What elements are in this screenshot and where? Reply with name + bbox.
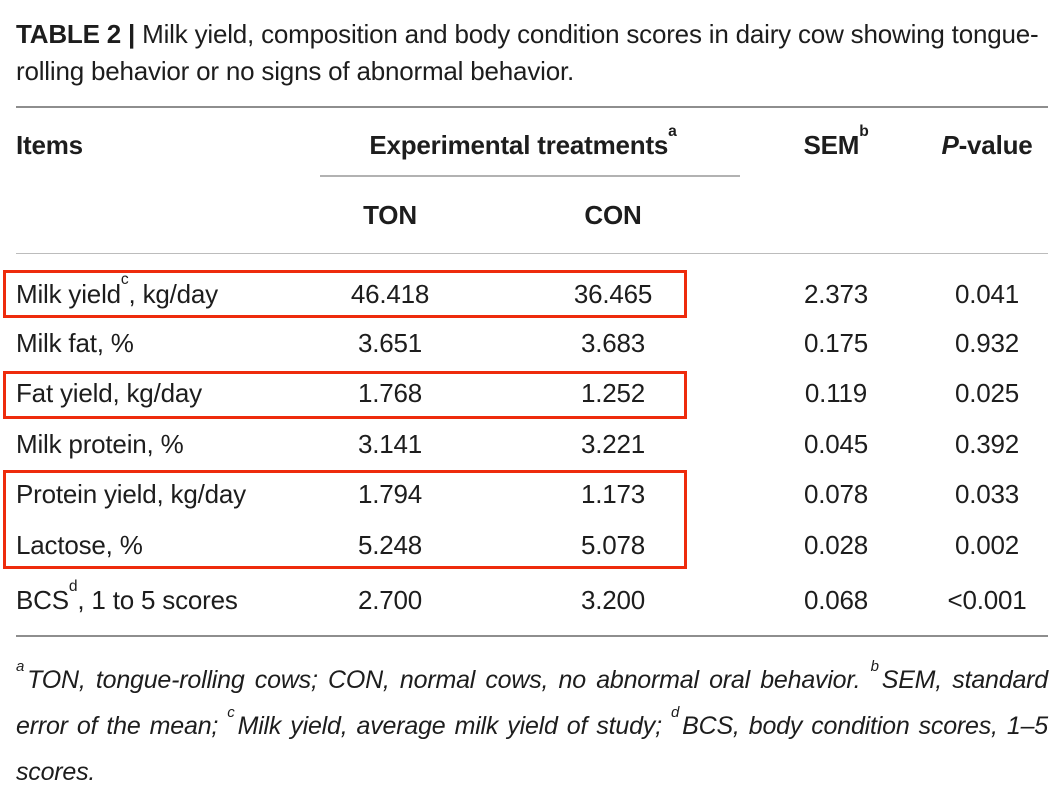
cell-sem: 0.028 (803, 529, 869, 560)
column-header-pvalue: P-value (941, 130, 1033, 160)
footnote-superscript-b: b (870, 657, 879, 675)
footnote-superscript-a: a (16, 657, 25, 675)
row-label: Protein yield, kg/day (16, 479, 246, 510)
table-row: Milk protein, % 3.141 3.221 0.045 0.392 (16, 419, 1048, 470)
cell-sem: 0.078 (803, 479, 869, 510)
row-label: Milk yieldc, kg/day (16, 271, 218, 309)
row-label: BCSd, 1 to 5 scores (16, 577, 238, 615)
cell-ton: 5.248 (357, 529, 423, 560)
footnote-text-a: TON, tongue-rolling cows; CON, normal co… (27, 665, 871, 694)
cell-con: 1.173 (580, 479, 646, 510)
cell-sem: 0.119 (804, 378, 868, 409)
cell-con: 5.078 (580, 529, 646, 560)
cell-ton: 46.418 (350, 278, 430, 309)
cell-ton: 3.651 (357, 327, 423, 358)
cell-sem: 0.045 (803, 428, 869, 459)
subheader-con: CON (584, 200, 642, 230)
table-row: Milk fat, % 3.651 3.683 0.175 0.932 (16, 318, 1048, 369)
cell-con: 3.683 (580, 327, 646, 358)
footnote-superscript-c: c (227, 703, 235, 721)
footnote: a TON, tongue-rolling cows; CON, normal c… (16, 657, 1048, 795)
cell-con: 3.221 (580, 428, 646, 459)
sem-superscript: b (859, 122, 869, 140)
footnote-text-d: BCS, body condition scores, 1–5 scores. (16, 711, 1049, 786)
header-row-main: Items Experimental treatmentsa SEMb P-va… (16, 108, 1048, 177)
cell-ton: 1.794 (357, 479, 423, 510)
column-header-sem: SEMb (803, 122, 869, 160)
table-row: Protein yield, kg/day 1.794 1.173 0.078 … (16, 470, 1048, 521)
cell-sem: 0.068 (803, 585, 869, 615)
row-label: Milk fat, % (16, 327, 134, 358)
cell-pvalue: 0.392 (954, 428, 1020, 459)
table-row: BCSd, 1 to 5 scores 2.700 3.200 0.068 <0… (16, 571, 1048, 631)
table-row: Lactose, % 5.248 5.078 0.028 0.002 (16, 520, 1048, 571)
treatments-label: Experimental treatmentsa (369, 122, 677, 160)
table-caption-label: TABLE 2 | (16, 19, 136, 49)
cell-con: 36.465 (573, 278, 653, 309)
cell-sem: 0.175 (803, 327, 869, 358)
footnote-superscript-d: d (670, 703, 680, 721)
cell-con: 3.200 (580, 585, 646, 615)
table-header: Items Experimental treatmentsa SEMb P-va… (16, 108, 1048, 254)
cell-pvalue: 0.033 (954, 479, 1020, 510)
treatments-underline (320, 175, 740, 177)
cell-pvalue: 0.932 (954, 327, 1020, 358)
cell-ton: 3.141 (357, 428, 423, 459)
treatments-superscript: a (668, 122, 677, 140)
column-header-items: Items (16, 130, 83, 160)
table-row: Fat yield, kg/day 1.768 1.252 0.119 0.02… (16, 369, 1048, 420)
table-caption: TABLE 2 | Milk yield, composition and bo… (16, 16, 1048, 90)
cell-sem: 2.373 (803, 278, 869, 309)
subheader-ton: TON (363, 200, 417, 230)
cell-ton: 1.768 (357, 378, 423, 409)
bottom-rule (16, 634, 1048, 637)
table-row: Milk yieldc, kg/day 46.418 36.465 2.373 … (16, 270, 1048, 318)
header-row-treatments: TON CON (16, 177, 1048, 253)
cell-ton: 2.700 (357, 585, 423, 615)
table-body: Milk yieldc, kg/day 46.418 36.465 2.373 … (16, 254, 1048, 635)
footnote-text-b: SEM, standard error of the mean; (16, 665, 1048, 740)
cell-pvalue: 0.002 (954, 529, 1020, 560)
row-label: Milk protein, % (16, 428, 184, 459)
cell-pvalue: 0.025 (954, 378, 1020, 409)
column-header-treatments: Experimental treatmentsa (300, 122, 746, 177)
cell-pvalue: <0.001 (947, 585, 1027, 615)
row-label: Fat yield, kg/day (16, 378, 202, 409)
top-rule (16, 106, 1048, 108)
table-caption-text: Milk yield, composition and body conditi… (16, 19, 1039, 86)
cell-pvalue: 0.041 (954, 278, 1020, 309)
cell-con: 1.252 (580, 378, 646, 409)
footnote-text-c: Milk yield, average milk yield of study; (237, 711, 671, 740)
row-label: Lactose, % (16, 529, 143, 560)
